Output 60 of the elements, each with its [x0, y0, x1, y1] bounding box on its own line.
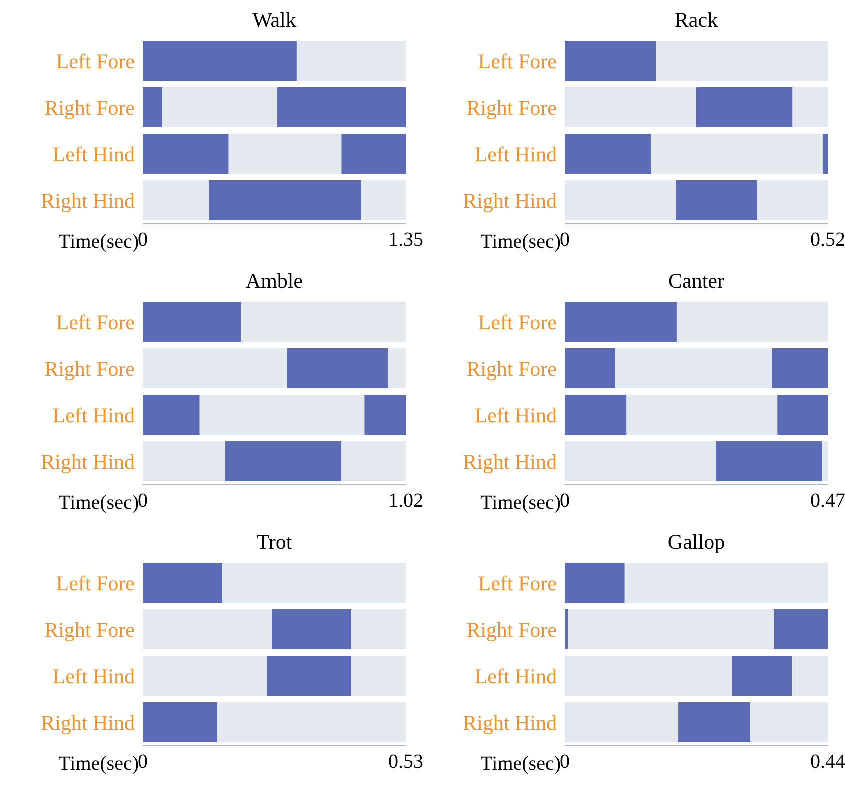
chart-title: Walk: [252, 8, 298, 34]
y-tick-label: Right Hind: [41, 189, 136, 214]
y-tick-label: Right Fore: [466, 357, 557, 382]
y-tick-label: Right Fore: [44, 357, 135, 382]
bar: [676, 180, 758, 220]
bar: [565, 563, 625, 603]
chart-title: Rack: [674, 8, 720, 34]
bar: [678, 702, 750, 742]
y-tick-label: Left Hind: [52, 664, 136, 689]
x-tick-label: 1.35: [388, 229, 424, 252]
bar: [364, 395, 406, 435]
y-tick-label: Left Fore: [478, 572, 557, 596]
x-tick-label: 0.47: [810, 490, 845, 512]
x-tick-label: 0: [138, 751, 148, 774]
bar: [822, 134, 828, 174]
x-axis-title: Time(sec): [480, 753, 561, 775]
x-axis-title: Time(sec): [480, 492, 561, 514]
bar: [267, 656, 352, 696]
y-tick-label: Left Fore: [478, 310, 557, 335]
x-tick-label: 0.52: [810, 229, 845, 252]
x-tick-label: 1.02: [388, 490, 424, 512]
x-axis-title: Time(sec): [58, 753, 139, 775]
y-tick-label: Right Hind: [463, 711, 558, 736]
x-axis-title: Time(sec): [58, 492, 139, 514]
y-tick-label: Left Fore: [56, 50, 135, 74]
bar: [732, 656, 792, 696]
x-axis-title: Time(sec): [58, 231, 139, 253]
chart-title: Canter: [668, 269, 726, 295]
x-tick-label: 0: [560, 751, 570, 774]
y-tick-label: Right Fore: [44, 618, 135, 642]
x-tick-label: 0: [560, 229, 570, 252]
x-axis-title: Time(sec): [480, 231, 561, 253]
y-tick-label: Left Fore: [56, 310, 135, 335]
y-tick-label: Left Hind: [474, 404, 558, 428]
y-tick-label: Right Fore: [466, 618, 557, 642]
y-tick-label: Left Hind: [52, 404, 136, 428]
x-tick-label: 0.53: [388, 751, 424, 774]
x-tick-label: 0: [560, 490, 570, 512]
chart-title: Amble: [244, 269, 304, 295]
bar: [565, 348, 616, 388]
bar: [774, 610, 828, 650]
bar: [272, 610, 352, 650]
y-tick-label: Left Fore: [478, 50, 557, 74]
x-tick-label: 0: [138, 490, 148, 512]
chart-title: Trot: [256, 530, 294, 556]
y-tick-label: Right Hind: [463, 450, 558, 474]
y-tick-label: Left Hind: [474, 142, 558, 167]
bar: [143, 88, 162, 128]
y-tick-label: Right Fore: [44, 96, 135, 120]
bar: [565, 610, 568, 650]
y-tick-label: Right Hind: [41, 450, 136, 474]
x-tick-label: 0.44: [810, 751, 845, 774]
chart-title: Gallop: [666, 530, 726, 556]
x-tick-label: 0: [138, 229, 148, 252]
y-tick-label: Right Hind: [463, 189, 558, 214]
y-tick-label: Left Hind: [474, 664, 558, 689]
y-tick-label: Right Fore: [466, 96, 557, 120]
y-tick-label: Left Hind: [52, 142, 136, 167]
y-tick-label: Right Hind: [41, 711, 136, 736]
y-tick-label: Left Fore: [56, 572, 135, 596]
